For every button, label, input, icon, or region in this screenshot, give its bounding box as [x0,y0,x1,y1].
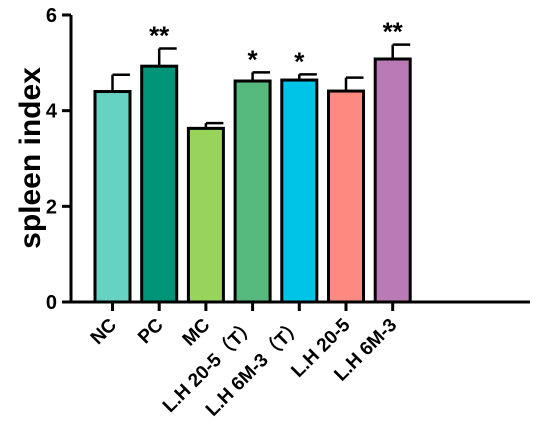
y-axis: 0 2 4 6 [46,5,73,314]
x-tick-label: PC [134,314,168,348]
significance-label: * [248,44,259,74]
y-tick-label: 4 [46,101,58,123]
y-axis-label: spleen index [14,67,47,249]
bar-4 [280,78,319,304]
bar-1 [140,64,179,304]
significance-label: * [294,46,305,76]
x-axis: NC PC MCL.H 20-5（T）L.H 6M-3（T）L.H 20-5L.H … [69,300,530,421]
y-tick-label: 2 [46,196,57,218]
significance-label: ** [149,20,170,50]
x-tick-label: NC [87,314,121,348]
y-tick-label: 0 [46,292,57,314]
bars: *** *** [93,17,412,304]
y-tick-label: 6 [46,5,57,27]
bar-5 [327,89,365,304]
bar-2 [186,126,225,304]
x-tick-label: MC [179,314,215,350]
bar-6 [373,57,412,304]
bar-3 [233,79,272,304]
bar-0 [93,90,132,304]
significance-label: ** [383,17,404,47]
